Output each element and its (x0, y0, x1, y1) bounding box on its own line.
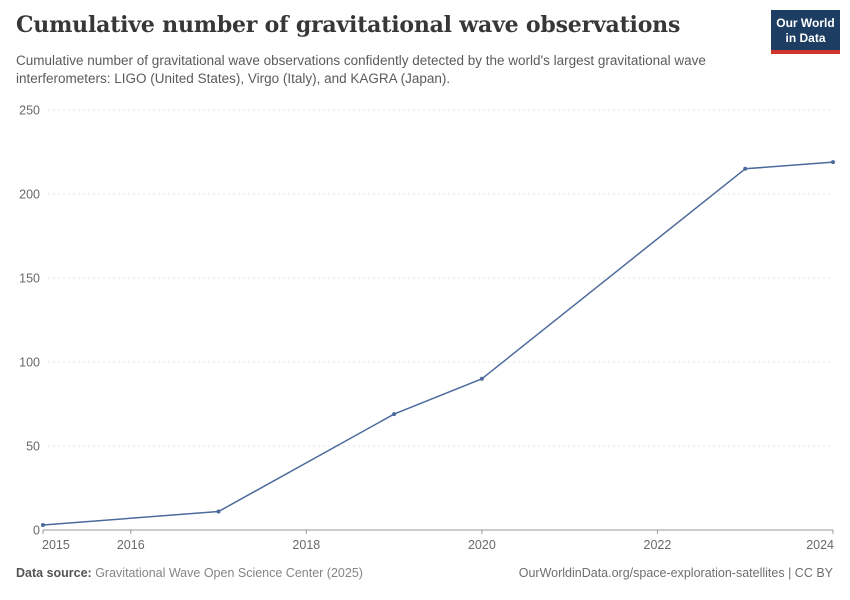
x-tick-label: 2015 (42, 538, 70, 552)
x-tick-label: 2020 (468, 538, 496, 552)
y-tick-label: 0 (33, 524, 40, 538)
data-point[interactable] (392, 412, 397, 417)
owid-logo-line1: Our World (776, 16, 835, 30)
x-tick-label: 2022 (644, 538, 672, 552)
y-tick-label: 150 (19, 272, 40, 286)
data-point[interactable] (479, 376, 484, 381)
y-tick-label: 100 (19, 356, 40, 370)
x-tick-label: 2024 (806, 538, 834, 552)
page-title: Cumulative number of gravitational wave … (16, 12, 681, 38)
y-tick-label: 250 (19, 104, 40, 118)
owid-logo-line2: in Data (785, 30, 826, 45)
data-point[interactable] (41, 522, 45, 527)
owid-logo[interactable]: Our World in Data (771, 10, 840, 55)
data-source-label: Data source: (16, 566, 92, 580)
data-source: Data source: Gravitational Wave Open Sci… (16, 566, 363, 580)
y-tick-label: 200 (19, 188, 40, 202)
data-point[interactable] (743, 166, 748, 171)
x-tick-label: 2016 (117, 538, 145, 552)
data-source-value: Gravitational Wave Open Science Center (… (91, 566, 363, 580)
data-point[interactable] (216, 509, 221, 514)
data-line (42, 161, 834, 526)
y-tick-label: 50 (26, 440, 40, 454)
data-point[interactable] (831, 160, 835, 165)
attribution-link[interactable]: OurWorldinData.org/space-exploration-sat… (518, 566, 833, 580)
x-tick-label: 2018 (292, 538, 320, 552)
chart-subtitle: Cumulative number of gravitational wave … (16, 53, 706, 86)
